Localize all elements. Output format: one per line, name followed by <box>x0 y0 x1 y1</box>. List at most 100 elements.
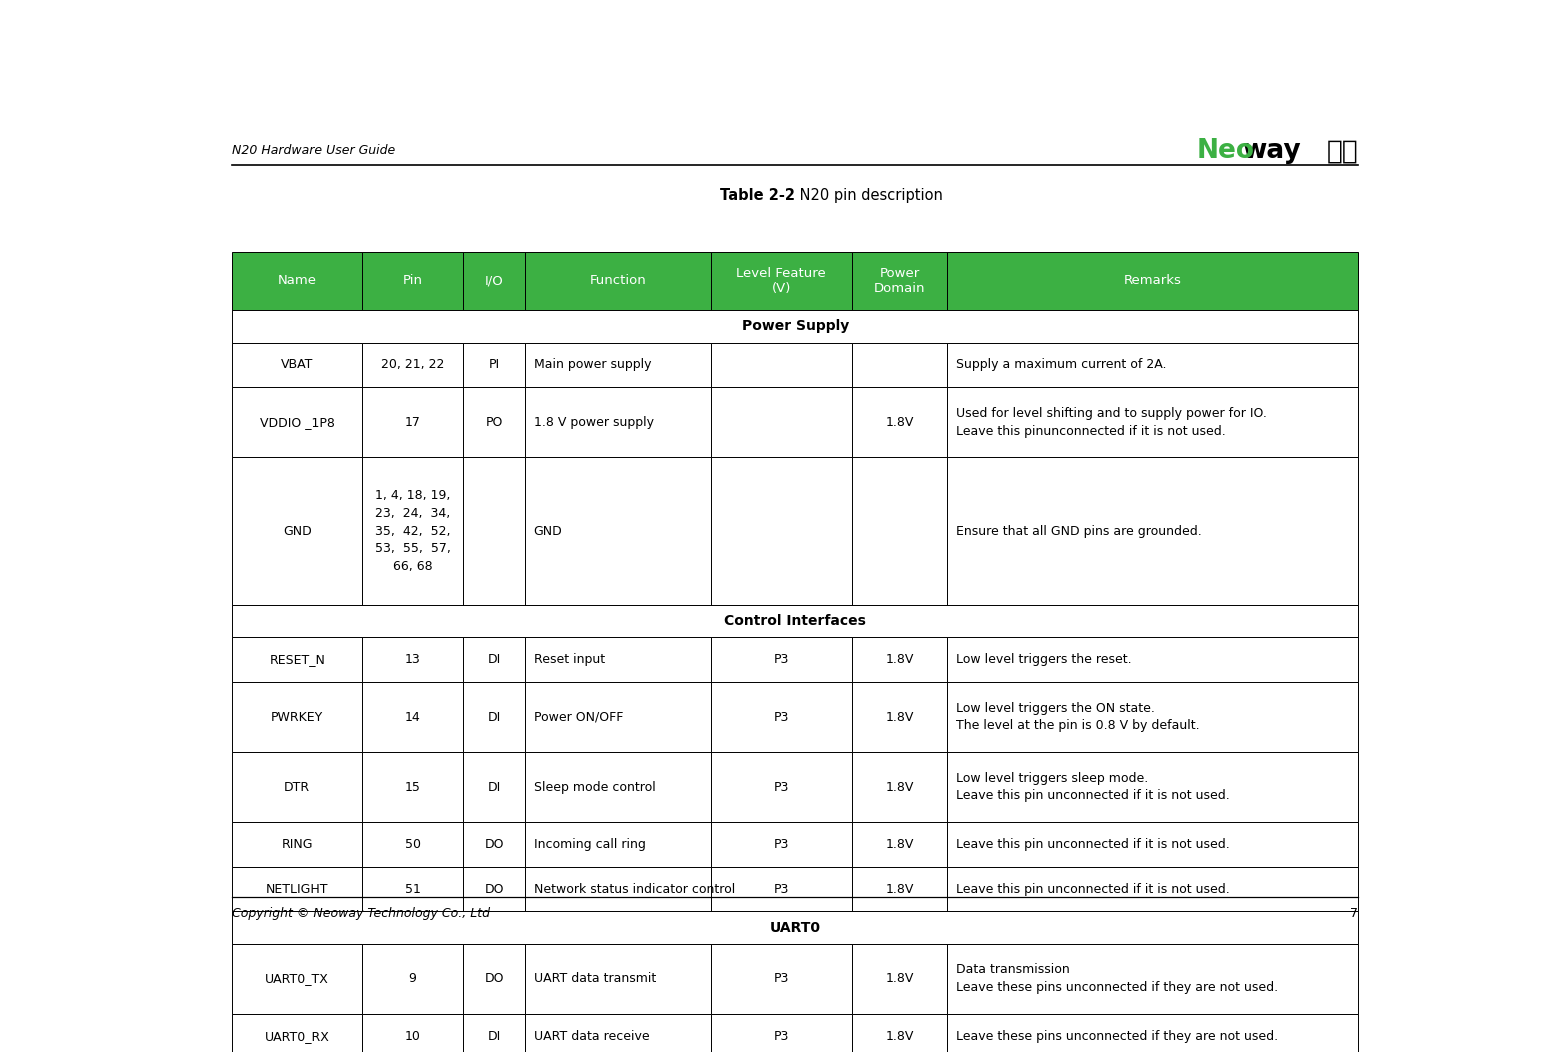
Text: 51: 51 <box>405 883 421 895</box>
Bar <box>233 1014 362 1052</box>
Text: 1.8V: 1.8V <box>885 1030 914 1043</box>
Bar <box>233 310 1358 343</box>
Bar <box>852 752 947 822</box>
Bar <box>947 387 1358 458</box>
Bar <box>852 822 947 867</box>
Bar <box>711 387 852 458</box>
Text: The level at the pin is 0.8 V by default.: The level at the pin is 0.8 V by default… <box>956 720 1200 732</box>
Text: UART0: UART0 <box>770 920 821 934</box>
Bar <box>852 387 947 458</box>
Bar <box>852 458 947 605</box>
Text: DI: DI <box>487 653 501 666</box>
Bar <box>525 1014 711 1052</box>
Bar <box>362 1014 464 1052</box>
Text: way: way <box>1242 139 1301 164</box>
Text: Network status indicator control: Network status indicator control <box>534 883 736 895</box>
Text: 1.8V: 1.8V <box>885 416 914 429</box>
Text: UART0_RX: UART0_RX <box>265 1030 329 1043</box>
Bar <box>525 387 711 458</box>
Bar <box>947 752 1358 822</box>
Text: 有方: 有方 <box>1327 139 1358 164</box>
Bar <box>464 251 525 310</box>
Bar <box>525 682 711 752</box>
Bar <box>711 343 852 387</box>
Text: GND: GND <box>282 525 312 538</box>
Text: Leave these pins unconnected if they are not used.: Leave these pins unconnected if they are… <box>956 1030 1277 1043</box>
Text: Control Interfaces: Control Interfaces <box>725 614 866 628</box>
Text: DO: DO <box>484 972 504 986</box>
Text: Low level triggers the reset.: Low level triggers the reset. <box>956 653 1131 666</box>
Text: Data transmission: Data transmission <box>956 964 1069 976</box>
Text: Supply a maximum current of 2A.: Supply a maximum current of 2A. <box>956 359 1166 371</box>
Text: DI: DI <box>487 710 501 724</box>
Bar <box>362 944 464 1014</box>
Bar <box>947 682 1358 752</box>
Bar <box>711 867 852 911</box>
Text: P3: P3 <box>773 883 788 895</box>
Bar <box>362 682 464 752</box>
Bar <box>464 944 525 1014</box>
Bar <box>947 822 1358 867</box>
Bar <box>233 944 362 1014</box>
Bar <box>233 387 362 458</box>
Bar <box>525 752 711 822</box>
Bar <box>362 752 464 822</box>
Text: P3: P3 <box>773 972 788 986</box>
Text: UART data receive: UART data receive <box>534 1030 649 1043</box>
Text: I/O: I/O <box>484 275 503 287</box>
Text: 1.8V: 1.8V <box>885 972 914 986</box>
Text: Power ON/OFF: Power ON/OFF <box>534 710 622 724</box>
Text: P3: P3 <box>773 710 788 724</box>
Text: 1.8V: 1.8V <box>885 653 914 666</box>
Text: RING: RING <box>281 838 314 851</box>
Bar <box>525 867 711 911</box>
Text: VDDIO _1P8: VDDIO _1P8 <box>259 416 335 429</box>
Text: PWRKEY: PWRKEY <box>272 710 323 724</box>
Bar <box>233 682 362 752</box>
Bar <box>233 867 362 911</box>
Bar <box>525 944 711 1014</box>
Bar <box>711 251 852 310</box>
Text: Low level triggers the ON state.: Low level triggers the ON state. <box>956 702 1155 714</box>
Bar <box>852 867 947 911</box>
Bar <box>525 458 711 605</box>
Text: Neo: Neo <box>1197 139 1256 164</box>
Text: PI: PI <box>489 359 500 371</box>
Text: 23,  24,  34,: 23, 24, 34, <box>376 507 450 520</box>
Text: 15: 15 <box>405 781 421 793</box>
Text: Main power supply: Main power supply <box>534 359 652 371</box>
Bar <box>852 251 947 310</box>
Text: Leave this pin unconnected if it is not used.: Leave this pin unconnected if it is not … <box>956 838 1229 851</box>
Text: 66, 68: 66, 68 <box>393 561 433 573</box>
Bar <box>947 944 1358 1014</box>
Text: P3: P3 <box>773 781 788 793</box>
Text: 50: 50 <box>405 838 421 851</box>
Text: Remarks: Remarks <box>1124 275 1181 287</box>
Bar <box>711 638 852 682</box>
Text: Incoming call ring: Incoming call ring <box>534 838 646 851</box>
Text: VBAT: VBAT <box>281 359 314 371</box>
Text: DO: DO <box>484 838 504 851</box>
Bar <box>233 458 362 605</box>
Bar <box>525 343 711 387</box>
Text: UART0_TX: UART0_TX <box>265 972 329 986</box>
Text: DI: DI <box>487 1030 501 1043</box>
Text: DTR: DTR <box>284 781 310 793</box>
Bar <box>464 752 525 822</box>
Bar <box>525 251 711 310</box>
Text: Sleep mode control: Sleep mode control <box>534 781 655 793</box>
Bar <box>464 387 525 458</box>
Text: P3: P3 <box>773 1030 788 1043</box>
Bar <box>362 343 464 387</box>
Bar <box>947 1014 1358 1052</box>
Text: Low level triggers sleep mode.: Low level triggers sleep mode. <box>956 772 1148 785</box>
Text: Level Feature
(V): Level Feature (V) <box>737 267 826 295</box>
Bar <box>852 638 947 682</box>
Text: Leave this pin unconnected if it is not used.: Leave this pin unconnected if it is not … <box>956 789 1229 803</box>
Text: Pin: Pin <box>402 275 422 287</box>
Bar <box>852 343 947 387</box>
Text: 1, 4, 18, 19,: 1, 4, 18, 19, <box>376 489 450 502</box>
Text: Name: Name <box>278 275 317 287</box>
Bar <box>362 458 464 605</box>
Text: 1.8V: 1.8V <box>885 883 914 895</box>
